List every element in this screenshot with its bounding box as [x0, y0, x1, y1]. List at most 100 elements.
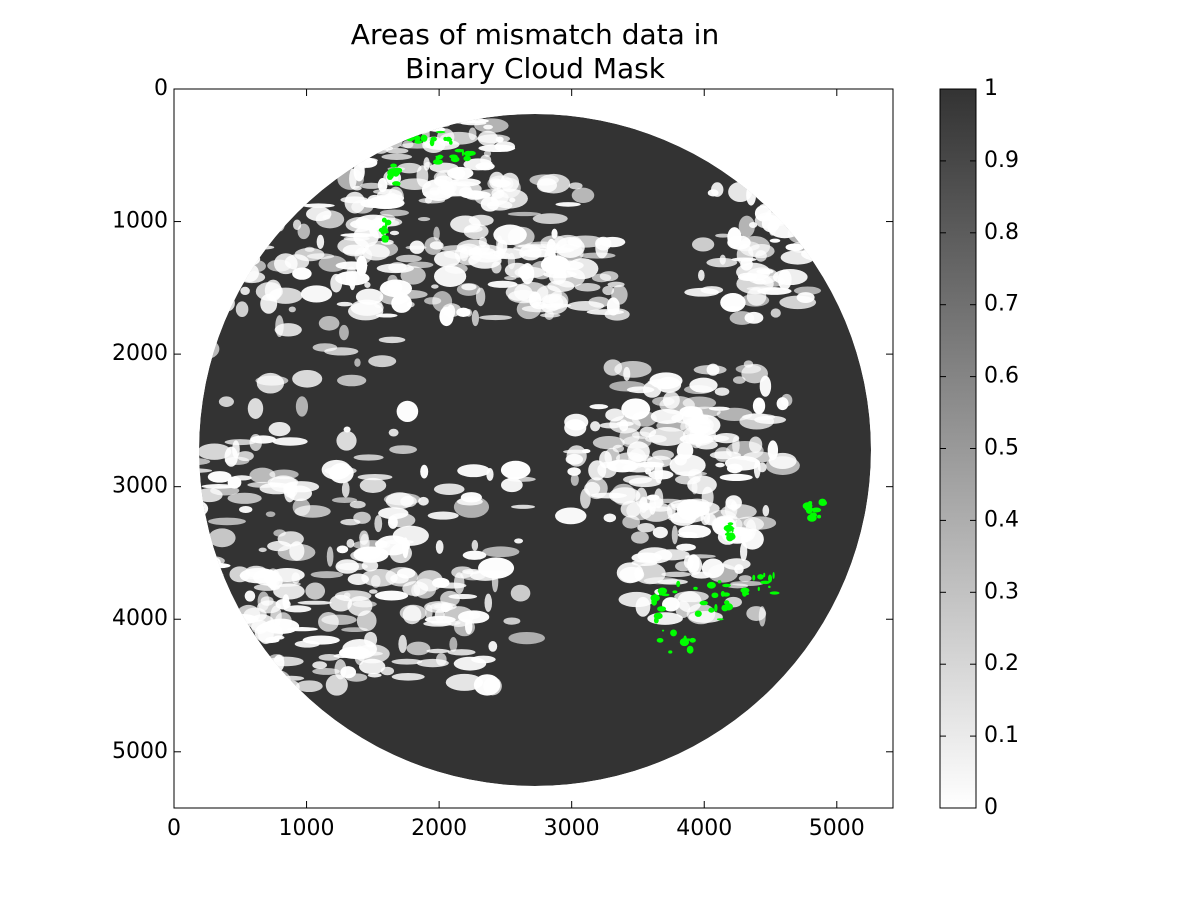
cloud — [396, 400, 419, 423]
cloud — [801, 235, 827, 253]
mismatch-area — [767, 574, 773, 583]
cloud — [329, 594, 353, 612]
cloud — [761, 275, 786, 287]
cloud — [353, 161, 365, 182]
mismatch-area — [810, 512, 817, 518]
cloud — [233, 243, 258, 250]
cloud — [199, 575, 202, 588]
mismatch-area — [405, 135, 415, 142]
cloud — [368, 355, 397, 368]
cloud — [555, 507, 587, 525]
cloud — [391, 672, 425, 681]
cloud — [621, 398, 651, 421]
x-tick-label: 1000 — [279, 816, 335, 841]
cloud — [500, 172, 520, 193]
cloud — [318, 255, 347, 272]
cloud — [770, 308, 781, 318]
cloud — [726, 583, 749, 589]
cloud — [488, 641, 498, 652]
cloud — [353, 454, 384, 461]
cloud — [548, 290, 569, 310]
cloud — [201, 562, 231, 569]
cloud — [374, 590, 409, 601]
cloud — [741, 293, 770, 307]
mismatch-area — [381, 217, 387, 223]
cloud — [353, 546, 382, 560]
cloud — [411, 584, 421, 597]
mismatch-area — [769, 591, 780, 595]
cloud — [312, 667, 340, 675]
cloud — [201, 598, 221, 618]
cloud — [762, 192, 779, 203]
cloud — [468, 127, 477, 141]
cloud — [457, 610, 490, 624]
cloud — [654, 462, 664, 484]
cloud — [199, 317, 203, 324]
cloud — [240, 286, 250, 296]
cloud — [406, 641, 431, 656]
cloud — [507, 476, 536, 482]
cloud — [199, 584, 204, 602]
cloud — [258, 202, 267, 215]
cloud — [666, 502, 676, 519]
cloud — [603, 513, 617, 523]
colorbar-tick-label: 0.6 — [984, 364, 1019, 389]
cloud — [571, 187, 595, 204]
cloud — [264, 279, 282, 302]
cloud — [793, 286, 822, 295]
cloud — [184, 456, 197, 473]
mismatch-area — [816, 514, 822, 519]
mismatch-area — [414, 140, 423, 144]
cloud — [715, 233, 731, 238]
cloud — [230, 201, 262, 220]
mismatch-area — [694, 610, 702, 617]
cloud — [305, 582, 326, 600]
cloud — [628, 448, 647, 469]
cloud — [456, 283, 481, 296]
cloud — [464, 618, 473, 635]
cloud — [288, 306, 296, 313]
cloud — [292, 267, 312, 280]
cloud — [177, 577, 191, 595]
cloud — [349, 500, 366, 509]
cloud — [336, 301, 353, 307]
cloud — [505, 284, 533, 301]
mismatch-area — [728, 533, 733, 536]
cloud — [402, 140, 414, 149]
cloud — [318, 653, 340, 661]
cloud — [267, 656, 304, 667]
cloud — [227, 492, 262, 504]
cloud — [343, 426, 351, 433]
cloud — [199, 500, 209, 518]
cloud — [424, 237, 443, 255]
cloud — [500, 460, 531, 480]
cloud — [398, 634, 407, 654]
cloud — [208, 517, 246, 526]
cloud — [463, 223, 489, 240]
cloud — [444, 263, 468, 274]
cloud — [450, 168, 466, 180]
cloud — [563, 449, 588, 454]
cloud — [434, 609, 445, 622]
cloud — [346, 538, 355, 548]
cloud — [544, 248, 557, 270]
mismatch-area — [463, 155, 471, 162]
cloud — [765, 456, 800, 476]
cloud — [437, 182, 472, 197]
cloud — [676, 499, 703, 521]
cloud — [265, 573, 283, 590]
cloud — [425, 604, 433, 620]
cloud — [725, 495, 742, 510]
cloud — [352, 600, 377, 608]
cloud — [427, 511, 459, 520]
mismatch-area — [385, 235, 389, 242]
cloud — [732, 376, 746, 384]
cloud — [486, 468, 494, 481]
mismatch-area — [390, 163, 397, 168]
y-tick-label: 0 — [154, 76, 168, 101]
cloud — [302, 635, 340, 645]
cloud — [297, 600, 332, 605]
cloud — [391, 658, 423, 665]
cloud — [796, 180, 827, 193]
cloud — [508, 631, 545, 645]
